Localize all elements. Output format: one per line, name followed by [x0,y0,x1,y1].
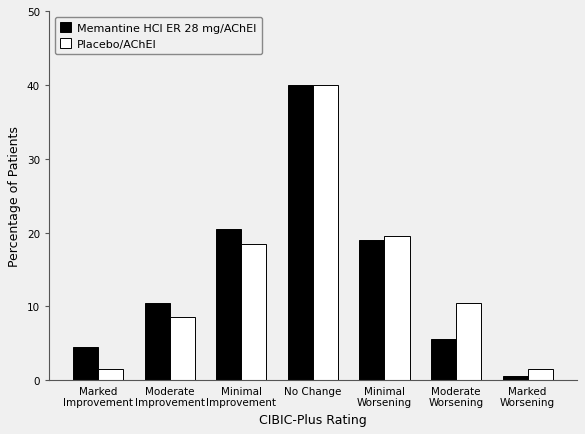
Bar [456,303,481,380]
Bar [98,369,123,380]
Bar [313,86,338,380]
Bar [241,244,266,380]
Bar [384,237,410,380]
Bar [170,318,195,380]
Bar [431,340,456,380]
Bar [288,86,313,380]
Bar [144,303,170,380]
Bar [528,369,553,380]
Bar [73,347,98,380]
Bar [216,229,241,380]
X-axis label: CIBIC-Plus Rating: CIBIC-Plus Rating [259,413,367,426]
Legend: Memantine HCl ER 28 mg/AChEI, Placebo/AChEI: Memantine HCl ER 28 mg/AChEI, Placebo/AC… [54,18,261,55]
Bar [503,376,528,380]
Y-axis label: Percentage of Patients: Percentage of Patients [8,126,21,266]
Bar [359,240,384,380]
